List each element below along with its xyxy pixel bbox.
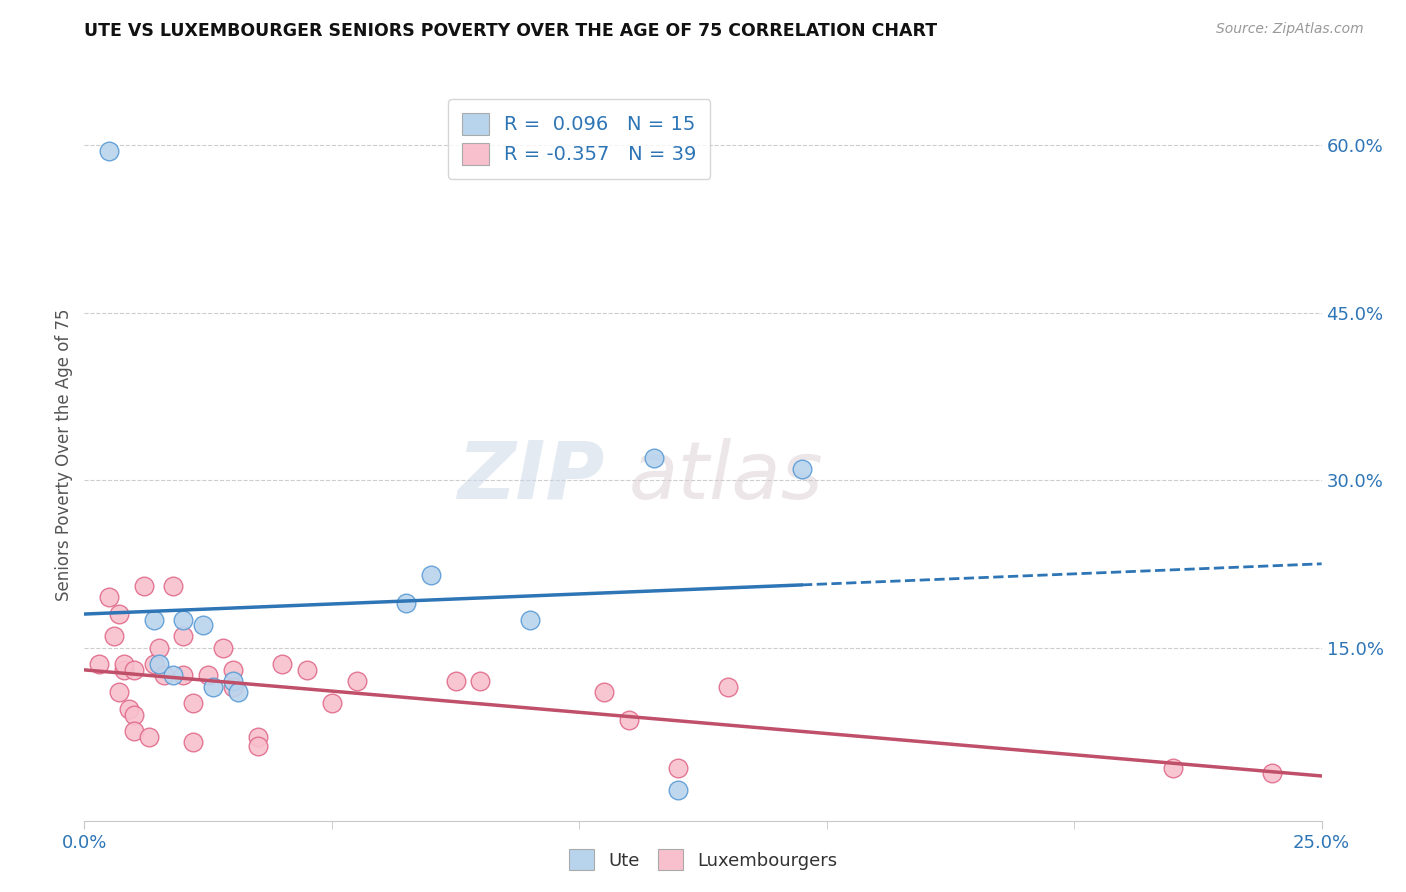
Text: ZIP: ZIP (457, 438, 605, 516)
Point (148, 657, 170, 672)
Point (666, 783, 689, 797)
Point (226, 685, 249, 699)
Point (181, 697, 204, 711)
Point (222, 680, 245, 694)
Text: Source: ZipAtlas.com: Source: ZipAtlas.com (1216, 22, 1364, 37)
Point (191, 618, 214, 632)
Point (162, 668, 184, 682)
Point (643, 450, 665, 465)
Point (108, 607, 131, 621)
Point (122, 707, 145, 722)
Point (148, 640, 170, 655)
Point (295, 663, 318, 677)
Point (470, 674, 492, 689)
Point (1161, 761, 1184, 775)
Point (152, 668, 174, 682)
Point (395, 596, 418, 610)
Point (112, 663, 135, 677)
Point (89, 657, 111, 672)
Point (142, 613, 165, 627)
Point (271, 657, 294, 672)
Point (212, 640, 235, 655)
Point (122, 663, 145, 677)
Point (172, 629, 194, 643)
Text: atlas: atlas (628, 438, 824, 516)
Point (790, 462, 813, 476)
Point (246, 730, 269, 744)
Point (103, 629, 125, 643)
Point (321, 697, 343, 711)
Point (138, 730, 160, 744)
Point (108, 685, 131, 699)
Y-axis label: Seniors Poverty Over the Age of 75: Seniors Poverty Over the Age of 75 (55, 309, 73, 601)
Point (593, 685, 616, 699)
Point (202, 680, 225, 694)
Point (181, 735, 204, 749)
Point (666, 761, 689, 775)
Point (122, 724, 145, 739)
Point (98, 144, 121, 158)
Point (172, 613, 194, 627)
Point (222, 674, 245, 689)
Point (346, 674, 368, 689)
Legend: Ute, Luxembourgers: Ute, Luxembourgers (561, 842, 845, 878)
Point (197, 668, 219, 682)
Point (162, 579, 184, 593)
Point (172, 668, 194, 682)
Point (222, 663, 245, 677)
Point (142, 657, 165, 672)
Point (444, 674, 467, 689)
Point (1261, 765, 1284, 780)
Point (112, 657, 135, 672)
Point (118, 702, 141, 716)
Point (519, 613, 541, 627)
Point (617, 713, 640, 727)
Text: UTE VS LUXEMBOURGER SENIORS POVERTY OVER THE AGE OF 75 CORRELATION CHART: UTE VS LUXEMBOURGER SENIORS POVERTY OVER… (84, 22, 938, 40)
Point (419, 568, 441, 582)
Point (246, 739, 269, 753)
Point (98, 591, 121, 605)
Point (132, 579, 155, 593)
Point (717, 680, 740, 694)
